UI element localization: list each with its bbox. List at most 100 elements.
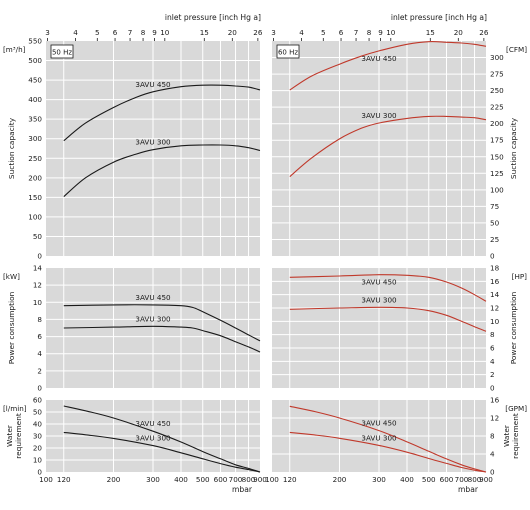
series-line-3avu-300: [63, 144, 261, 198]
y-tick-label: 300: [28, 134, 42, 143]
x-axis-unit: mbar: [232, 485, 253, 494]
y-tick-label: 18: [490, 264, 500, 273]
frequency-label: 60 Hz: [278, 48, 298, 56]
top-axis-tick-label: 4: [299, 28, 304, 37]
y-tick-label: 20: [33, 444, 43, 453]
series-label: 3AVU 450: [361, 278, 397, 287]
top-axis-tick-label: 7: [128, 28, 133, 37]
series-line-3avu-300: [289, 115, 487, 178]
series-line-3avu-450: [289, 274, 487, 302]
y-tick-label: 40: [33, 420, 43, 429]
y-tick-label: 14: [33, 264, 43, 273]
row-title-right: Power consumption: [509, 291, 518, 364]
top-axis-title: inlet pressure [inch Hg a]: [165, 13, 261, 22]
top-axis-title: inlet pressure [inch Hg a]: [391, 13, 487, 22]
x-tick-label: 800: [468, 475, 482, 484]
y-tick-label: 275: [490, 70, 504, 79]
top-axis-tick-label: 15: [426, 28, 435, 37]
series-line-3avu-300: [289, 431, 487, 473]
x-tick-label: 100: [265, 475, 279, 484]
y-tick-label: 250: [490, 86, 504, 95]
y-unit-label: [CFM]: [506, 45, 527, 54]
x-tick-label: 900: [253, 475, 267, 484]
y-tick-label: 450: [28, 76, 42, 85]
top-axis-tick-label: 9: [378, 28, 383, 37]
y-tick-label: 0: [490, 468, 495, 477]
series-label: 3AVU 300: [135, 138, 171, 147]
y-tick-label: 200: [28, 173, 42, 182]
series-label: 3AVU 450: [135, 80, 171, 89]
x-tick-label: 300: [372, 475, 386, 484]
y-tick-label: 250: [28, 154, 42, 163]
row-title-left: Power consumption: [7, 291, 16, 364]
series-label: 3AVU 300: [135, 434, 171, 443]
series-label: 3AVU 300: [135, 314, 171, 323]
y-tick-label: 4: [37, 349, 42, 358]
y-tick-label: 10: [490, 317, 500, 326]
row-title-right: Water: [502, 424, 511, 447]
series-line-3avu-450: [289, 41, 487, 91]
x-tick-label: 600: [440, 475, 454, 484]
y-tick-label: 6: [490, 344, 495, 353]
top-axis-tick-label: 10: [160, 28, 170, 37]
series-label: 3AVU 450: [361, 54, 397, 63]
y-tick-label: 300: [490, 53, 504, 62]
y-tick-label: 0: [490, 252, 495, 261]
series-line-3avu-450: [63, 84, 261, 142]
series-line-3avu-300: [289, 306, 487, 332]
y-tick-label: 12: [490, 304, 499, 313]
series-label: 3AVU 300: [361, 111, 397, 120]
y-tick-label: 10: [33, 298, 43, 307]
y-tick-label: 60: [33, 396, 43, 405]
top-axis-tick-label: 8: [141, 28, 146, 37]
series-label: 3AVU 450: [135, 293, 171, 302]
x-tick-label: 900: [479, 475, 493, 484]
y-tick-label: 12: [33, 281, 42, 290]
y-tick-label: 8: [490, 330, 495, 339]
top-axis-tick-label: 20: [454, 28, 464, 37]
top-axis-tick-label: 3: [45, 28, 50, 37]
y-tick-label: 8: [490, 432, 495, 441]
y-tick-label: 175: [490, 136, 504, 145]
y-tick-label: 200: [490, 119, 504, 128]
series-line-3avu-450: [63, 304, 261, 342]
y-unit-label: [l/min]: [3, 404, 27, 413]
y-tick-label: 150: [490, 152, 504, 161]
top-axis-tick-label: 8: [367, 28, 372, 37]
top-axis-tick-label: 15: [200, 28, 209, 37]
y-tick-label: 16: [490, 277, 500, 286]
row-title-left: Suction capacity: [7, 117, 16, 179]
y-tick-label: 225: [490, 103, 504, 112]
y-tick-label: 12: [490, 414, 499, 423]
x-tick-label: 400: [174, 475, 188, 484]
row-title-right: requirement: [511, 413, 520, 459]
y-tick-label: 50: [33, 232, 43, 241]
y-tick-label: 500: [28, 56, 42, 65]
top-axis-tick-label: 5: [321, 28, 326, 37]
y-tick-label: 0: [37, 252, 42, 261]
top-axis-tick-label: 6: [113, 28, 118, 37]
y-tick-label: 8: [37, 315, 42, 324]
y-tick-label: 6: [37, 332, 42, 341]
y-tick-label: 16: [490, 396, 500, 405]
y-tick-label: 125: [490, 169, 504, 178]
y-tick-label: 30: [33, 432, 43, 441]
y-tick-label: 75: [490, 202, 499, 211]
frequency-label: 50 Hz: [52, 48, 72, 56]
y-tick-label: 100: [490, 185, 504, 194]
y-tick-label: 10: [33, 456, 43, 465]
y-tick-label: 4: [490, 450, 495, 459]
y-tick-label: 4: [490, 357, 495, 366]
top-axis-tick-label: 20: [228, 28, 238, 37]
y-tick-label: 150: [28, 193, 42, 202]
y-tick-label: 100: [28, 212, 42, 221]
row-title-left: requirement: [14, 413, 23, 459]
x-tick-label: 500: [196, 475, 210, 484]
series-label: 3AVU 300: [361, 295, 397, 304]
y-unit-label: [GPM]: [505, 404, 527, 413]
y-tick-label: 550: [28, 37, 42, 46]
series-label: 3AVU 450: [361, 419, 397, 428]
row-title-left: Water: [5, 424, 14, 447]
y-tick-label: 400: [28, 95, 42, 104]
x-tick-label: 600: [214, 475, 228, 484]
